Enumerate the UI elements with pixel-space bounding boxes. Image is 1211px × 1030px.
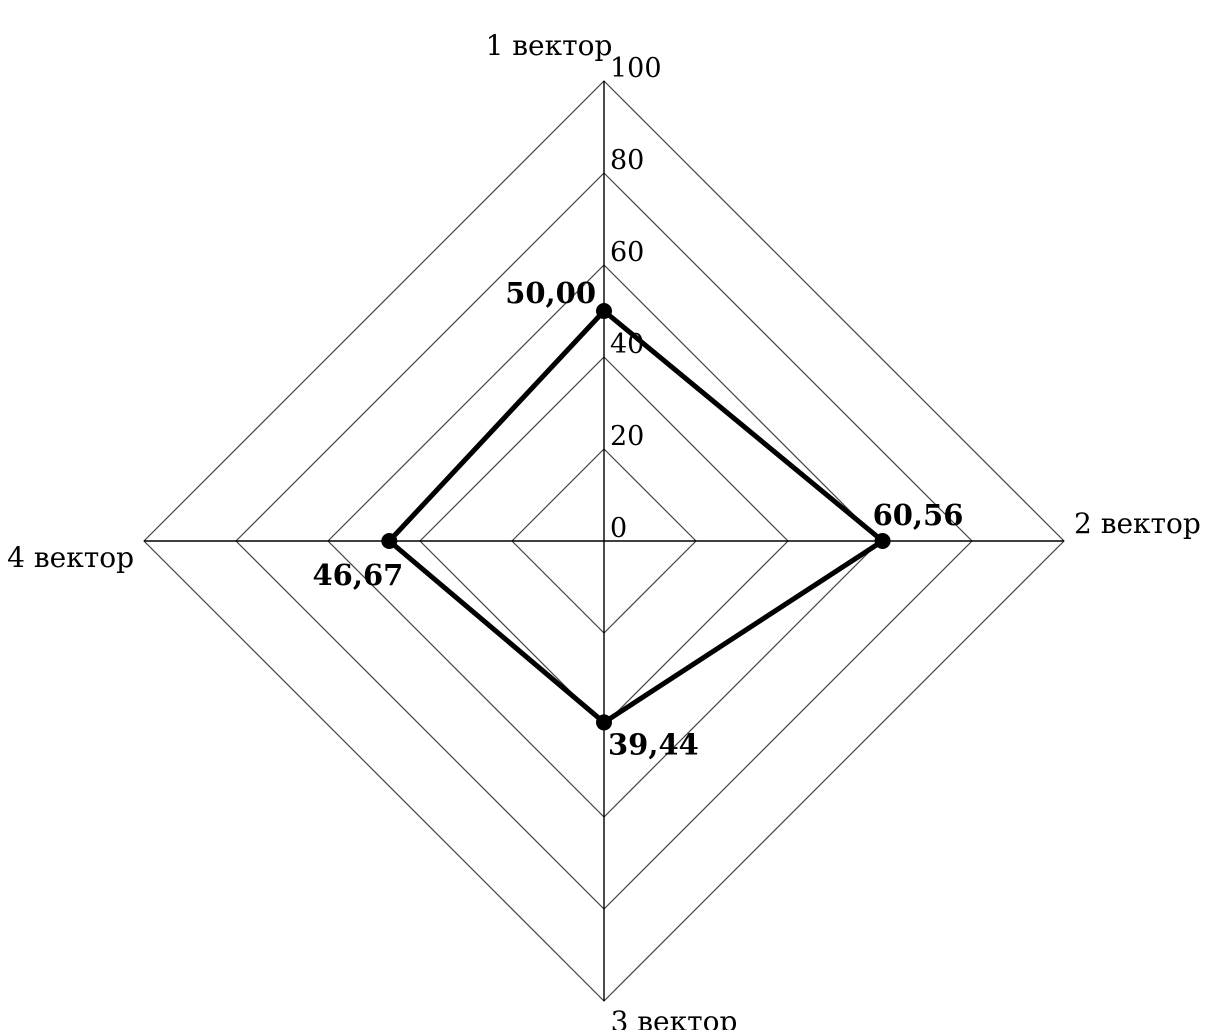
axis-label-1: 1 вектор bbox=[486, 29, 613, 62]
data-label-1: 50,00 bbox=[505, 276, 596, 310]
tick-labels: 0 20 40 60 80 100 bbox=[610, 53, 662, 544]
tick-label-60: 60 bbox=[610, 237, 644, 268]
data-label-2: 60,56 bbox=[873, 498, 964, 532]
axis-label-4: 4 вектор bbox=[7, 541, 134, 574]
data-series: 50,00 60,56 39,44 46,67 bbox=[313, 276, 964, 761]
axis-label-3: 3 вектор bbox=[611, 1005, 738, 1030]
tick-label-40: 40 bbox=[610, 329, 644, 360]
radar-axes bbox=[144, 81, 1064, 1001]
data-point-1 bbox=[596, 303, 612, 319]
data-point-3 bbox=[596, 714, 612, 731]
data-point-4 bbox=[381, 533, 398, 549]
tick-label-80: 80 bbox=[610, 145, 644, 176]
tick-label-20: 20 bbox=[610, 421, 644, 452]
data-point-2 bbox=[874, 533, 891, 549]
data-label-3: 39,44 bbox=[608, 727, 699, 761]
series-polygon bbox=[386, 308, 886, 725]
data-label-4: 46,67 bbox=[313, 558, 404, 592]
tick-label-100: 100 bbox=[610, 53, 662, 84]
axis-label-2: 2 вектор bbox=[1074, 507, 1201, 540]
tick-label-0: 0 bbox=[610, 513, 627, 544]
axis-labels: 1 вектор 2 вектор 3 вектор 4 вектор bbox=[7, 29, 1201, 1030]
